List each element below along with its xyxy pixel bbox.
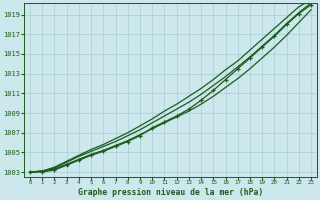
- X-axis label: Graphe pression niveau de la mer (hPa): Graphe pression niveau de la mer (hPa): [78, 188, 263, 197]
